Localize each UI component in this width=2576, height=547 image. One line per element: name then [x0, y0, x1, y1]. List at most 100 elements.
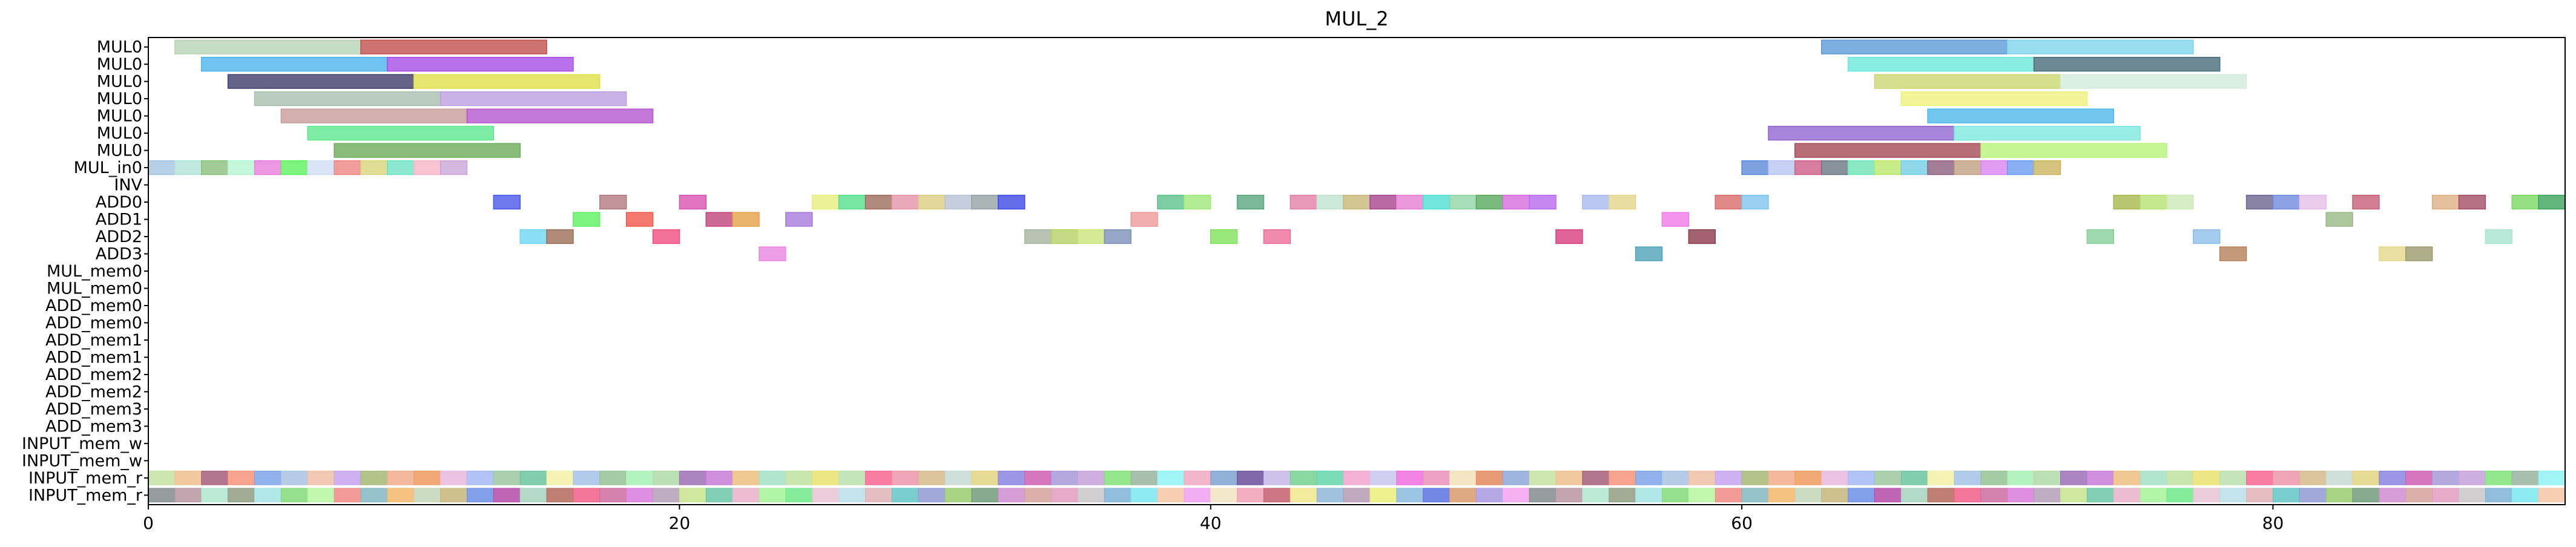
gantt-bar	[387, 57, 574, 72]
y-tick-label: MUL_in0	[74, 159, 142, 177]
gantt-bar	[573, 212, 601, 227]
gantt-bar	[2458, 194, 2486, 210]
input-stripe-bar	[2352, 470, 2380, 485]
gantt-bar	[200, 160, 229, 175]
gantt-bar	[891, 194, 919, 210]
input-stripe-bar	[546, 470, 574, 485]
gantt-bar	[1236, 194, 1265, 210]
input-stripe-bar	[2352, 488, 2380, 503]
input-stripe-bar	[360, 488, 388, 503]
gantt-bar	[519, 229, 547, 244]
input-stripe-bar	[1024, 470, 1052, 485]
input-stripe-bar	[2060, 470, 2087, 485]
input-stripe-bar	[2405, 470, 2433, 485]
input-stripe-bar	[944, 470, 972, 485]
input-stripe-bar	[918, 488, 946, 503]
input-stripe-bar	[1184, 470, 1211, 485]
input-stripe-bar	[201, 470, 229, 485]
input-stripe-bar	[2007, 470, 2035, 485]
gantt-bar	[785, 212, 813, 227]
gantt-bar	[360, 39, 547, 54]
input-stripe-bar	[573, 488, 601, 503]
input-stripe-bar	[732, 488, 760, 503]
input-stripe-bar	[1741, 470, 1769, 485]
y-tick-label: MUL0	[97, 73, 142, 91]
gantt-bar	[1820, 160, 1849, 175]
y-tick-label: ADD_mem1	[45, 331, 142, 350]
gantt-bar	[254, 160, 282, 175]
gantt-bar	[227, 160, 255, 175]
input-stripe-bar	[1874, 488, 1902, 503]
input-stripe-bar	[759, 470, 786, 485]
input-stripe-bar	[2034, 470, 2061, 485]
y-tick-label: INV	[114, 176, 142, 195]
input-stripe-bar	[1449, 470, 1477, 485]
input-stripe-bar	[466, 488, 494, 503]
input-stripe-bar	[865, 488, 892, 503]
input-stripe-bar	[1210, 488, 1238, 503]
input-stripe-bar	[2246, 488, 2273, 503]
bars-layer	[148, 39, 2566, 261]
input-stripe-bar	[466, 470, 494, 485]
input-stripe-bar	[1529, 470, 1556, 485]
input-stripe-bar	[1715, 470, 1742, 485]
gantt-bar	[1024, 229, 1052, 244]
input-stripe-bar	[1210, 470, 1238, 485]
gantt-bar	[1369, 194, 1397, 210]
input-stripe-bar	[1104, 470, 1132, 485]
gantt-bar	[2113, 194, 2141, 210]
input-stripe-bar	[1343, 488, 1371, 503]
gantt-bar	[1820, 39, 2008, 54]
input-stripe-bar	[2511, 470, 2539, 485]
input-stripe-bar	[1369, 470, 1397, 485]
input-stripe-bar	[2432, 470, 2460, 485]
gantt-bar	[971, 194, 999, 210]
y-tick-label: INPUT_mem_r	[28, 486, 143, 505]
gantt-bar	[2086, 229, 2114, 244]
y-tick-label: ADD3	[96, 245, 142, 264]
input-stripe-bar	[254, 488, 282, 503]
input-stripe-bar	[1502, 488, 1530, 503]
y-tick-label: ADD_mem2	[45, 365, 142, 384]
input-stripe-bar	[998, 470, 1026, 485]
y-tick-label: MUL_mem0	[47, 262, 142, 281]
input-stripe-bar	[1316, 470, 1344, 485]
input-stripe-bar	[891, 488, 919, 503]
gantt-bar	[998, 194, 1026, 210]
x-tick-label: 20	[669, 513, 691, 533]
input-stripe-bar	[1475, 488, 1503, 503]
input-stripe-bar	[1980, 488, 2008, 503]
gantt-bar	[1290, 194, 1317, 210]
y-tick-label: INPUT_mem_w	[22, 451, 142, 470]
gantt-bar	[2245, 194, 2274, 210]
input-stripe-bar	[2166, 488, 2194, 503]
input-stripe-bar	[1024, 488, 1052, 503]
input-stripe-bar	[174, 488, 202, 503]
input-stripe-bar	[546, 488, 574, 503]
gantt-bar	[1184, 194, 1211, 210]
gantt-bar	[1847, 160, 1876, 175]
input-stripe-bar	[387, 488, 415, 503]
gantt-bar	[1980, 143, 2167, 158]
gantt-bar	[2272, 194, 2301, 210]
gantt-bar	[1555, 229, 1583, 244]
input-stripe-bar	[785, 470, 813, 485]
input-stripe-bar	[599, 488, 627, 503]
input-stripe-bar	[1794, 488, 1822, 503]
gantt-bar	[307, 125, 495, 141]
input-stripe-bar	[1635, 470, 1662, 485]
input-stripe-bar	[785, 488, 813, 503]
input-stripe-bar	[440, 470, 467, 485]
input-stripe-bar	[891, 470, 919, 485]
input-stripe-bar	[652, 470, 680, 485]
input-stripe-bar	[2034, 488, 2061, 503]
gantt-bar	[865, 194, 893, 210]
input-stripe-bar	[1661, 470, 1689, 485]
input-stripe-bar	[2086, 488, 2114, 503]
input-stripe-bar	[1741, 488, 1769, 503]
gantt-bar	[1794, 143, 1981, 158]
input-stripe-bar	[1051, 488, 1078, 503]
input-stripe-bar	[1768, 470, 1796, 485]
input-stripe-bar	[573, 470, 601, 485]
input-stripe-bar	[732, 470, 760, 485]
